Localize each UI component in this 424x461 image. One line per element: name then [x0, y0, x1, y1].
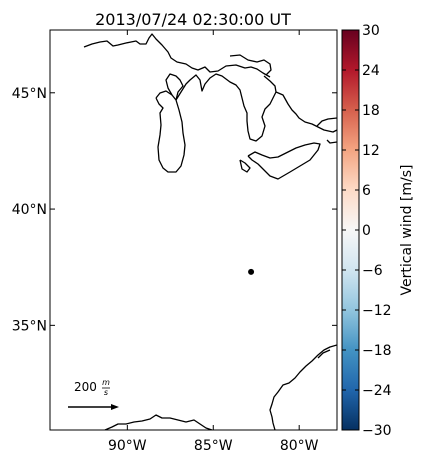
- map-title: 2013/07/24 02:30:00 UT: [95, 10, 291, 29]
- colorbar-tick-label: 6: [362, 183, 371, 199]
- colorbar-tick-label: −18: [362, 343, 392, 359]
- map-panel: 200 m s 45°N 40°N 35°N 90°W 85°W 80°W: [12, 29, 338, 454]
- lake-st-clair: [239, 159, 251, 173]
- lake-ontario-edge: [326, 139, 337, 144]
- latitude-tick-label: 45°N: [12, 86, 47, 102]
- colorbar-ticks: 30 24 18 12 6 0 −6 −12 −18 −24 −30: [342, 23, 392, 439]
- latitude-ticks: 45°N 40°N 35°N: [12, 86, 337, 334]
- georgian-bay-coast: [316, 117, 337, 127]
- colorbar-label: Vertical wind [m/s]: [399, 165, 415, 296]
- colorbar-tick-label: −12: [362, 303, 392, 319]
- upper-peninsula-coast: [229, 54, 272, 76]
- latitude-tick-label: 35°N: [12, 318, 47, 334]
- colorbar-tick-label: 24: [362, 63, 380, 79]
- green-bay-inlet: [165, 73, 184, 101]
- colorbar-tick-label: 18: [362, 103, 380, 119]
- lake-erie-coastline: [247, 142, 321, 180]
- reference-vector-arrowhead: [111, 404, 119, 410]
- longitude-tick-label: 90°W: [108, 438, 147, 454]
- lake-michigan-west-shore: [155, 90, 186, 173]
- reference-vector-magnitude: 200: [74, 380, 97, 394]
- outer-banks: [317, 349, 331, 359]
- colorbar-tick-label: −6: [362, 263, 383, 279]
- longitude-tick-label: 80°W: [280, 438, 319, 454]
- colorbar: 30 24 18 12 6 0 −6 −12 −18 −24 −30 Vertical wind […: [341, 23, 415, 439]
- latitude-tick-label: 40°N: [12, 202, 47, 218]
- longitude-tick-label: 85°W: [194, 438, 233, 454]
- colorbar-tick-label: 12: [362, 143, 380, 159]
- colorbar-tick-label: 0: [362, 223, 371, 239]
- station-marker[interactable]: [248, 268, 255, 275]
- lake-superior-coastline: [83, 33, 271, 78]
- reference-vector-unit-den: s: [104, 388, 108, 397]
- atlantic-coastline: [269, 344, 337, 430]
- colorbar-tick-label: 30: [362, 23, 380, 39]
- gulf-coast-coastline: [104, 414, 213, 430]
- longitude-ticks: 90°W 85°W 80°W: [108, 30, 319, 454]
- lower-peninsula-west-coast: [175, 73, 277, 142]
- reference-vector: 200 m s: [68, 378, 119, 410]
- reference-vector-unit-num: m: [102, 378, 110, 387]
- map-frame: [49, 29, 338, 431]
- colorbar-tick-label: −24: [362, 383, 392, 399]
- colorbar-tick-label: −30: [362, 423, 392, 439]
- lake-huron-coastline: [275, 91, 337, 133]
